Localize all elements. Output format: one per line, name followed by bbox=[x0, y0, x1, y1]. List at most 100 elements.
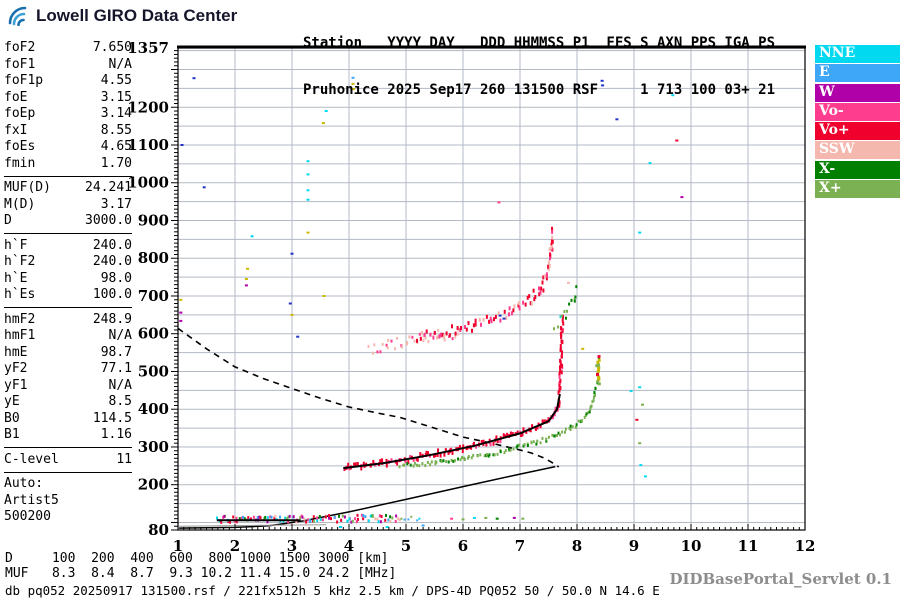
scatter-dot bbox=[671, 94, 675, 97]
echo-dot bbox=[407, 460, 410, 464]
y-tick-label: 600 bbox=[138, 325, 169, 343]
scatter-dot bbox=[639, 464, 643, 467]
echo-dot bbox=[559, 368, 562, 373]
echo-dot bbox=[418, 464, 421, 468]
echo-dot bbox=[496, 439, 499, 444]
echo-dot bbox=[547, 264, 550, 269]
echo-dot bbox=[551, 229, 554, 234]
echo-dot bbox=[526, 444, 529, 447]
echo-dot bbox=[494, 314, 497, 319]
param-label: B0 bbox=[4, 410, 20, 426]
echo-dot bbox=[340, 518, 343, 522]
echo-dot bbox=[356, 462, 359, 466]
echo-dot bbox=[385, 514, 387, 517]
echo-dot bbox=[559, 315, 562, 319]
echo-dot bbox=[343, 515, 346, 519]
scatter-dot bbox=[306, 173, 310, 176]
echo-dot bbox=[560, 314, 563, 318]
echo-dot bbox=[433, 453, 435, 458]
echo-dot bbox=[564, 430, 566, 434]
echo-dot bbox=[470, 456, 473, 460]
scatter-dot bbox=[648, 162, 652, 165]
echo-dot bbox=[488, 453, 491, 457]
trace-second-hop-F bbox=[416, 226, 554, 343]
echo-dot bbox=[328, 514, 330, 518]
echo-dot bbox=[568, 302, 571, 306]
d-row: D 100 200 400 600 800 1000 1500 3000 [km… bbox=[5, 551, 389, 566]
scatter-dot bbox=[581, 347, 585, 350]
echo-dot bbox=[559, 348, 562, 352]
param-row-d: D 3000.0 bbox=[4, 213, 132, 230]
echo-dot bbox=[372, 351, 374, 355]
echo-dot bbox=[381, 458, 383, 463]
echo-dot bbox=[564, 427, 567, 431]
echo-dot bbox=[573, 297, 576, 301]
echo-dot bbox=[390, 458, 393, 463]
scatter-dot bbox=[246, 267, 249, 270]
param-value: 3.17 bbox=[100, 196, 132, 212]
echo-dot bbox=[561, 363, 563, 368]
echo-dot bbox=[444, 448, 447, 453]
echo-dot bbox=[517, 303, 520, 308]
echo-dot bbox=[577, 419, 580, 423]
scatter-dot bbox=[498, 314, 502, 317]
echo-dot bbox=[464, 325, 466, 329]
echo-dot bbox=[309, 520, 312, 523]
echo-dot bbox=[550, 239, 553, 243]
echo-dot bbox=[475, 444, 478, 449]
echo-dot bbox=[489, 316, 492, 321]
param-label: MUF(D) bbox=[4, 180, 51, 195]
echo-dot bbox=[305, 520, 308, 524]
echo-dot bbox=[542, 275, 545, 280]
echo-dot bbox=[413, 461, 416, 465]
echo-dot bbox=[412, 457, 415, 462]
echo-dot bbox=[473, 441, 475, 446]
echo-dot bbox=[307, 518, 310, 522]
echo-dot bbox=[436, 335, 438, 340]
param-label: hmE bbox=[4, 344, 28, 360]
echo-dot bbox=[396, 336, 399, 340]
echo-dot bbox=[423, 332, 426, 337]
scatter-dot bbox=[296, 335, 300, 338]
echo-dot bbox=[292, 515, 295, 519]
x-tick-label: 4 bbox=[344, 537, 354, 555]
echo-dot bbox=[445, 460, 448, 463]
param-label: yF2 bbox=[4, 361, 28, 376]
parameter-panel: foF2 7.650 foF1 N/A foF1p 4.55 foE 3.15 foEp 3.14… bbox=[4, 40, 132, 526]
echo-dot bbox=[447, 460, 450, 464]
param-row-fof1: foF1 N/A bbox=[4, 57, 132, 74]
echo-dot bbox=[551, 235, 554, 240]
echo-dot bbox=[445, 331, 448, 336]
param-row-foe: foE 3.15 bbox=[4, 90, 132, 107]
scatter-dot bbox=[290, 252, 294, 255]
echo-dot bbox=[434, 453, 437, 458]
echo-dot bbox=[558, 382, 561, 387]
echo-dot bbox=[312, 515, 315, 519]
param-row-auto: Auto: bbox=[4, 476, 132, 493]
echo-dot bbox=[482, 439, 485, 444]
transmission-curve-solid bbox=[179, 465, 556, 529]
echo-dot bbox=[590, 404, 593, 408]
echo-dot bbox=[557, 390, 560, 395]
artist-fit-F bbox=[343, 393, 561, 470]
echo-dot bbox=[562, 321, 565, 326]
echo-dot bbox=[378, 514, 381, 518]
echo-dot bbox=[373, 343, 376, 347]
scatter-dot bbox=[629, 390, 633, 393]
echo-dot bbox=[269, 515, 272, 519]
scatter-dot bbox=[179, 311, 183, 314]
giro-wave-icon bbox=[8, 6, 27, 26]
trace-Es-tail bbox=[400, 515, 421, 522]
scatter-dot bbox=[461, 518, 465, 521]
trace-X-asymptote-top bbox=[595, 355, 601, 386]
echo-dot bbox=[441, 332, 444, 337]
echo-dot bbox=[592, 396, 595, 400]
echo-dot bbox=[483, 454, 486, 458]
echo-dot bbox=[474, 318, 477, 323]
echo-dot bbox=[523, 443, 526, 447]
param-label: C-level bbox=[4, 451, 59, 467]
echo-dot bbox=[389, 515, 392, 519]
echo-dot bbox=[547, 260, 550, 265]
echo-dot bbox=[553, 434, 556, 438]
echo-dot bbox=[525, 429, 528, 434]
